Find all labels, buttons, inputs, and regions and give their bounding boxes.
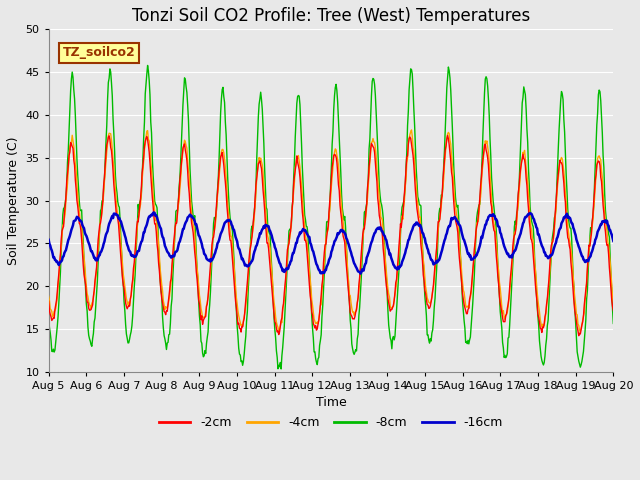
-16cm (150, 210, 157, 216)
-4cm (200, 314, 208, 320)
Line: -16cm: -16cm (49, 213, 613, 274)
-16cm (356, 271, 364, 276)
-4cm (170, 240, 178, 245)
-2cm (416, 228, 424, 234)
Line: -8cm: -8cm (49, 65, 613, 369)
-8cm (277, 366, 285, 372)
-16cm (172, 250, 179, 255)
-8cm (401, 184, 409, 190)
-4cm (113, 206, 121, 212)
-8cm (113, 190, 121, 195)
Text: TZ_soilco2: TZ_soilco2 (63, 47, 136, 60)
-2cm (170, 234, 178, 240)
-4cm (408, 127, 415, 133)
-2cm (609, 308, 617, 313)
-8cm (45, 315, 52, 321)
-2cm (575, 333, 582, 338)
Title: Tonzi Soil CO2 Profile: Tree (West) Temperatures: Tonzi Soil CO2 Profile: Tree (West) Temp… (132, 7, 530, 25)
-4cm (417, 227, 425, 232)
-2cm (400, 201, 408, 206)
-8cm (418, 227, 426, 233)
-2cm (444, 132, 451, 138)
-16cm (418, 227, 426, 233)
-4cm (576, 328, 584, 334)
-2cm (200, 316, 208, 322)
X-axis label: Time: Time (316, 396, 346, 409)
-8cm (201, 348, 209, 353)
-8cm (609, 321, 617, 326)
Y-axis label: Soil Temperature (C): Soil Temperature (C) (7, 136, 20, 265)
-2cm (55, 270, 63, 276)
-8cm (172, 226, 179, 231)
-16cm (401, 250, 409, 256)
-4cm (55, 276, 63, 282)
Line: -2cm: -2cm (49, 135, 613, 336)
Line: -4cm: -4cm (49, 130, 613, 331)
-2cm (45, 298, 52, 304)
-16cm (45, 237, 52, 243)
-16cm (201, 252, 209, 257)
-16cm (609, 238, 617, 244)
Legend: -2cm, -4cm, -8cm, -16cm: -2cm, -4cm, -8cm, -16cm (154, 411, 508, 434)
-8cm (55, 300, 63, 305)
-16cm (113, 212, 121, 217)
-8cm (144, 62, 152, 68)
-4cm (400, 205, 408, 211)
-16cm (55, 262, 63, 268)
-4cm (45, 293, 52, 299)
-4cm (609, 300, 617, 306)
-2cm (113, 213, 121, 219)
